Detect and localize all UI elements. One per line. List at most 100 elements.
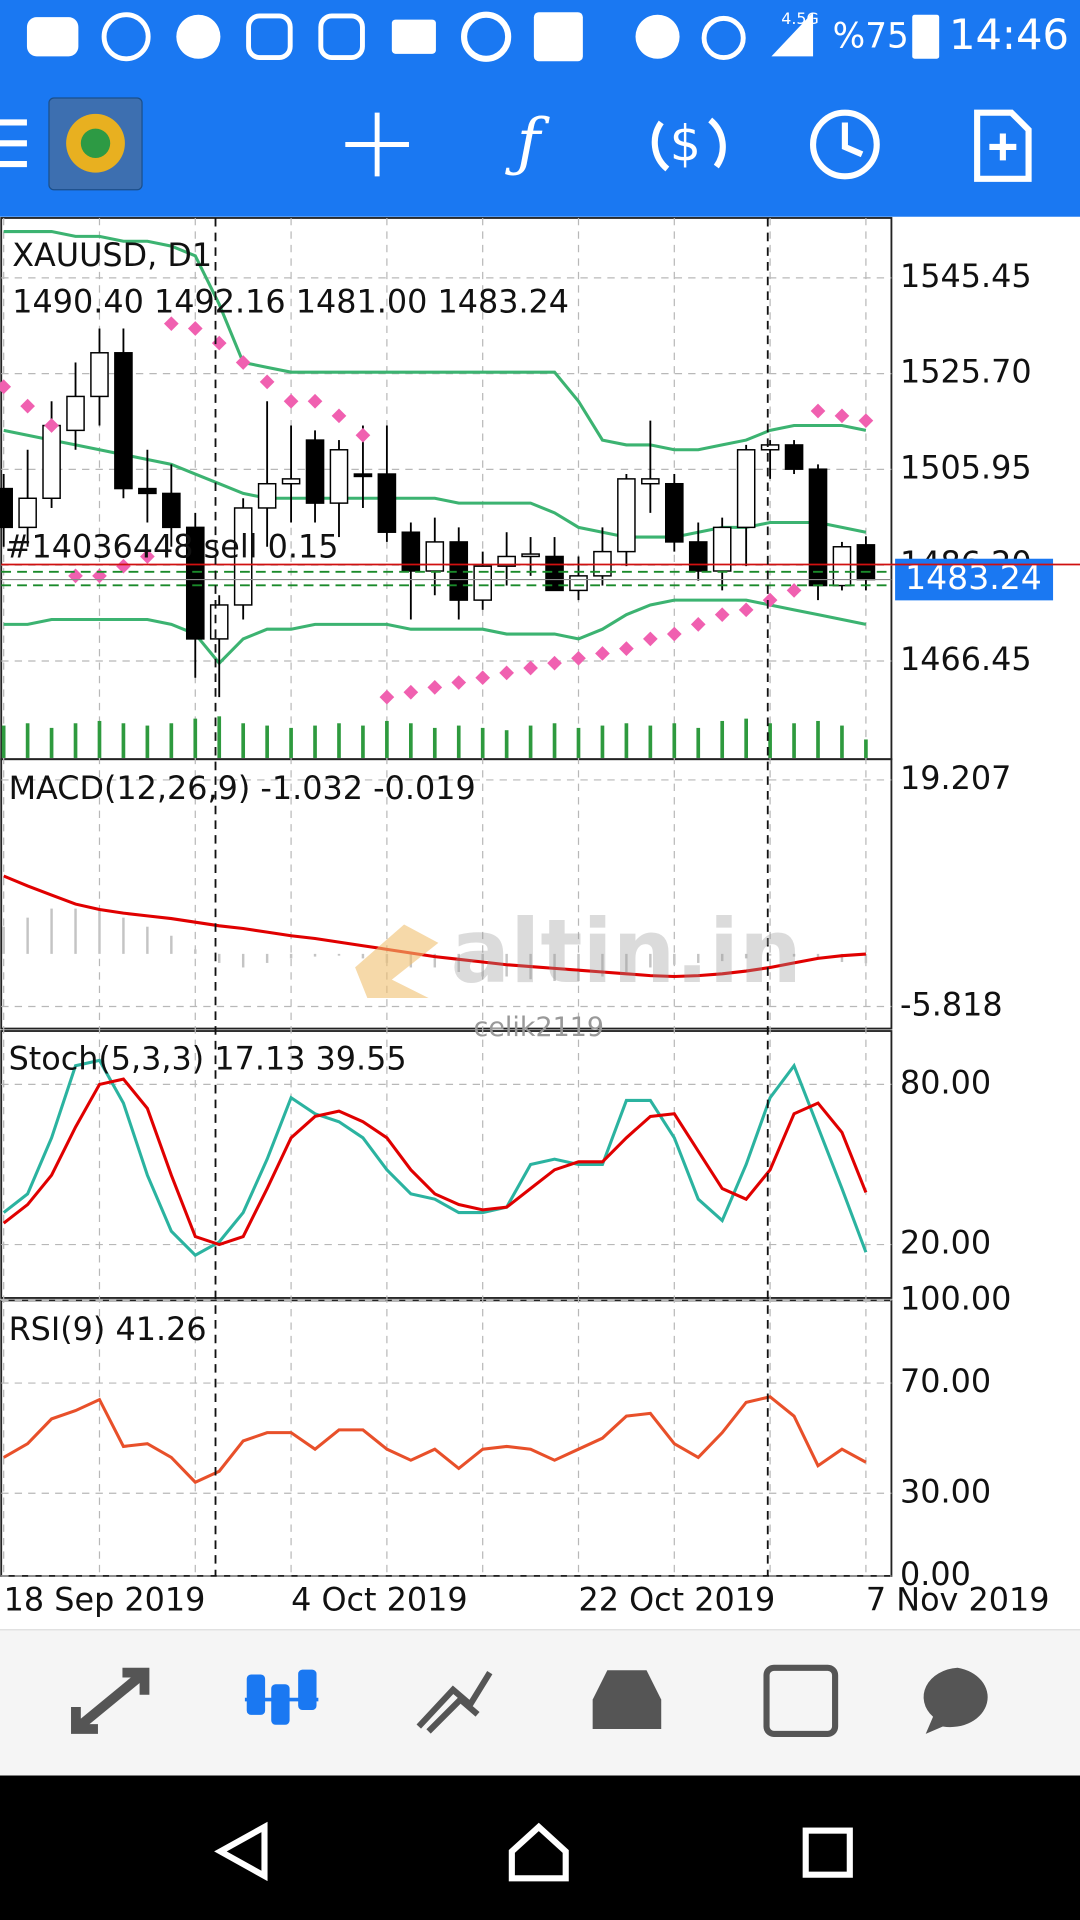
symbol-label: XAUUSD, D1 (12, 236, 212, 274)
y-tick-label: -5.818 (900, 986, 1003, 1024)
sar-dot (355, 427, 371, 443)
chat-tab[interactable] (923, 1667, 988, 1734)
sar-dot (283, 393, 299, 409)
sar-dot (92, 568, 107, 584)
new-chart-button[interactable] (974, 109, 1032, 182)
bottom-nav (0, 1629, 1080, 1776)
bollinger-upper (3, 230, 867, 452)
candle-body (329, 449, 349, 504)
candle-body (185, 526, 205, 640)
y-tick-label: 30.00 (900, 1472, 991, 1510)
news-tab[interactable] (763, 1664, 839, 1737)
candle-body (18, 497, 37, 529)
sar-dot (427, 680, 443, 695)
trade-button[interactable]: $ (651, 115, 726, 172)
candle-body (832, 546, 852, 587)
y-tick-label: 1466.45 (900, 640, 1032, 678)
panel-borders (0, 217, 893, 1577)
y-tick-label: 70.00 (900, 1362, 991, 1400)
watermark-brand: altin.in (451, 900, 802, 1003)
candle-body (425, 541, 445, 572)
sar-dot (68, 568, 83, 584)
battery-level: %75 (833, 16, 909, 56)
sar-dot (379, 689, 395, 705)
x-tick-label: 7 Nov 2019 (866, 1581, 1050, 1619)
candle-body (688, 541, 708, 572)
sar-dot (643, 631, 658, 647)
ohlc-label: 1490.40 1492.16 1481.00 1483.24 (12, 283, 569, 321)
sar-dot (44, 418, 59, 433)
macd-label: MACD(12,26,9) -1.032 -0.019 (9, 769, 476, 807)
sar-dot (403, 684, 419, 700)
sar-dot (20, 398, 35, 414)
candle-body (569, 575, 588, 592)
sar-dot (858, 413, 874, 429)
candle-body (162, 492, 181, 529)
candle-body (281, 478, 301, 485)
y-tick-label: 1545.45 (900, 257, 1032, 295)
price-tag (895, 558, 1054, 601)
candle-body (521, 553, 540, 558)
network-type: 4.5G (781, 9, 819, 28)
candle-body (784, 444, 804, 470)
y-tick-label: 1505.95 (900, 448, 1032, 486)
candle-body (856, 544, 876, 581)
sar-dot (595, 646, 610, 661)
recents-button[interactable] (802, 1827, 853, 1878)
candle-body (257, 482, 277, 509)
sar-dot (259, 374, 275, 390)
order-label: #14036448 sell 0.15 (5, 528, 339, 566)
candle-body (66, 395, 85, 432)
y-tick-label: 80.00 (900, 1063, 991, 1101)
sar-dot (211, 335, 227, 351)
toolbar: ƒ $ (0, 97, 1032, 191)
sar-dot (235, 355, 251, 370)
sar-dot (331, 408, 347, 424)
sar-dot (571, 650, 586, 666)
sar-dot (547, 655, 562, 671)
sar-dot (690, 617, 706, 632)
candle-body (664, 482, 684, 543)
stoch-label: Stoch(5,3,3) 17.13 39.55 (9, 1039, 407, 1077)
status-icons (26, 11, 940, 62)
candle-body (641, 478, 660, 485)
history-tab[interactable] (592, 1670, 662, 1729)
y-tick-label: 0.00 (900, 1555, 971, 1593)
candle-body (305, 439, 325, 504)
sar-dot (116, 558, 131, 574)
candle-body (808, 468, 828, 587)
sar-dot (714, 607, 730, 623)
watermark-logo (355, 924, 439, 998)
crosshair-button[interactable] (345, 112, 409, 177)
macd-signal (3, 874, 867, 979)
nav-icons (71, 1664, 988, 1737)
sar-dot (187, 321, 203, 336)
candle-body (736, 449, 756, 529)
stoch-main (2, 1058, 868, 1258)
clock: 14:46 (949, 10, 1069, 59)
sar-dot (810, 403, 826, 419)
chart-tab[interactable] (244, 1669, 319, 1725)
menu-button[interactable] (0, 119, 27, 168)
candle-body (209, 604, 229, 640)
candle-body (90, 352, 109, 398)
timeframe-button[interactable] (810, 109, 880, 180)
sar-dot (834, 408, 850, 424)
home-button[interactable] (508, 1822, 569, 1882)
sar-dot (619, 641, 634, 656)
candle-body (114, 352, 133, 490)
candle-body (473, 565, 493, 601)
sar-dot (738, 602, 754, 618)
y-tick-label: 19.207 (900, 759, 1011, 797)
y-tick-label: 1525.70 (900, 353, 1032, 391)
trade-tab[interactable] (416, 1671, 493, 1734)
bollinger-lower (3, 598, 867, 666)
quotes-tab[interactable] (71, 1667, 150, 1734)
back-button[interactable] (214, 1821, 268, 1882)
system-nav (0, 1775, 1080, 1920)
sar-dot (762, 592, 778, 608)
sar-dot (307, 393, 323, 409)
sar-dot (475, 670, 491, 686)
candle-body (377, 473, 397, 533)
